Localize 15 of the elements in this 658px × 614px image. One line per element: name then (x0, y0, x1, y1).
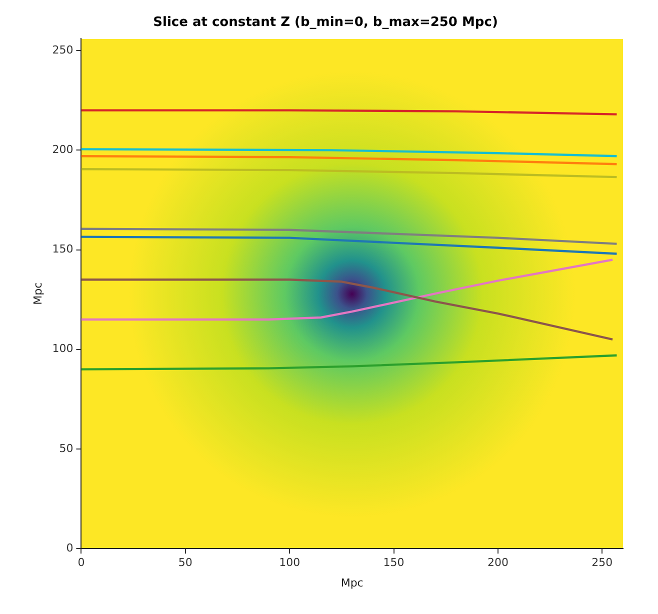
x-axis-title: Mpc (340, 576, 364, 590)
y-tick-label: 0 (66, 541, 74, 554)
x-tick-label: 150 (383, 556, 404, 570)
y-tick-label: 250 (52, 43, 74, 56)
x-tick-label: 50 (178, 556, 192, 570)
y-tick-label: 100 (52, 342, 74, 356)
x-tick-label: 100 (279, 556, 300, 570)
x-tick-label: 250 (592, 556, 613, 570)
y-tick-label: 50 (59, 442, 74, 455)
y-tick-label: 200 (52, 143, 74, 156)
x-tick-label: 200 (487, 556, 508, 570)
y-axis-title: Mpc (31, 282, 44, 305)
x-tick-label: 0 (78, 556, 85, 570)
chart-title: Slice at constant Z (b_min=0, b_max=250 Mpc) (153, 15, 498, 30)
y-tick-label: 150 (52, 242, 74, 256)
